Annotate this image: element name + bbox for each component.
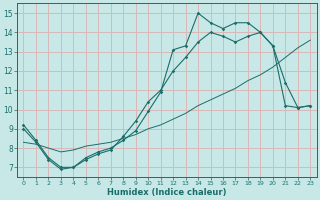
- X-axis label: Humidex (Indice chaleur): Humidex (Indice chaleur): [107, 188, 227, 197]
